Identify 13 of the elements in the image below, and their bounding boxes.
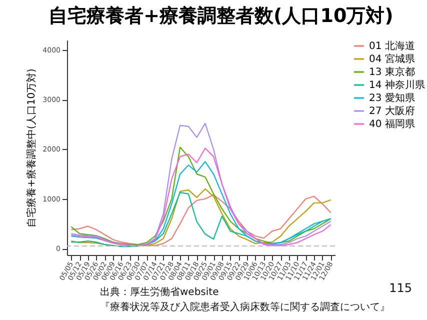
legend-label: 14 神奈川県 — [369, 79, 425, 91]
legend-label: 13 東京都 — [369, 66, 415, 78]
text: 『療養状況等及び入院患者受入病床数等に関する調査について』 — [100, 301, 390, 313]
line-series — [70, 122, 332, 246]
chart-title: 自宅療養者+療養調整者数(人口10万対) — [48, 5, 394, 27]
source-note: 出典：厚生労働省website — [100, 286, 219, 298]
text: 115 — [389, 281, 412, 295]
legend-label: 23 愛知県 — [369, 92, 415, 104]
y-axis-title: 自宅療養+療養調整中(人口10万対) — [26, 68, 38, 228]
legend-label: 01 北海道 — [369, 40, 415, 52]
legend-label: 40 福岡県 — [369, 118, 415, 130]
legend-label: 27 大阪府 — [369, 105, 415, 117]
legend-label: 04 宮城県 — [369, 53, 415, 65]
